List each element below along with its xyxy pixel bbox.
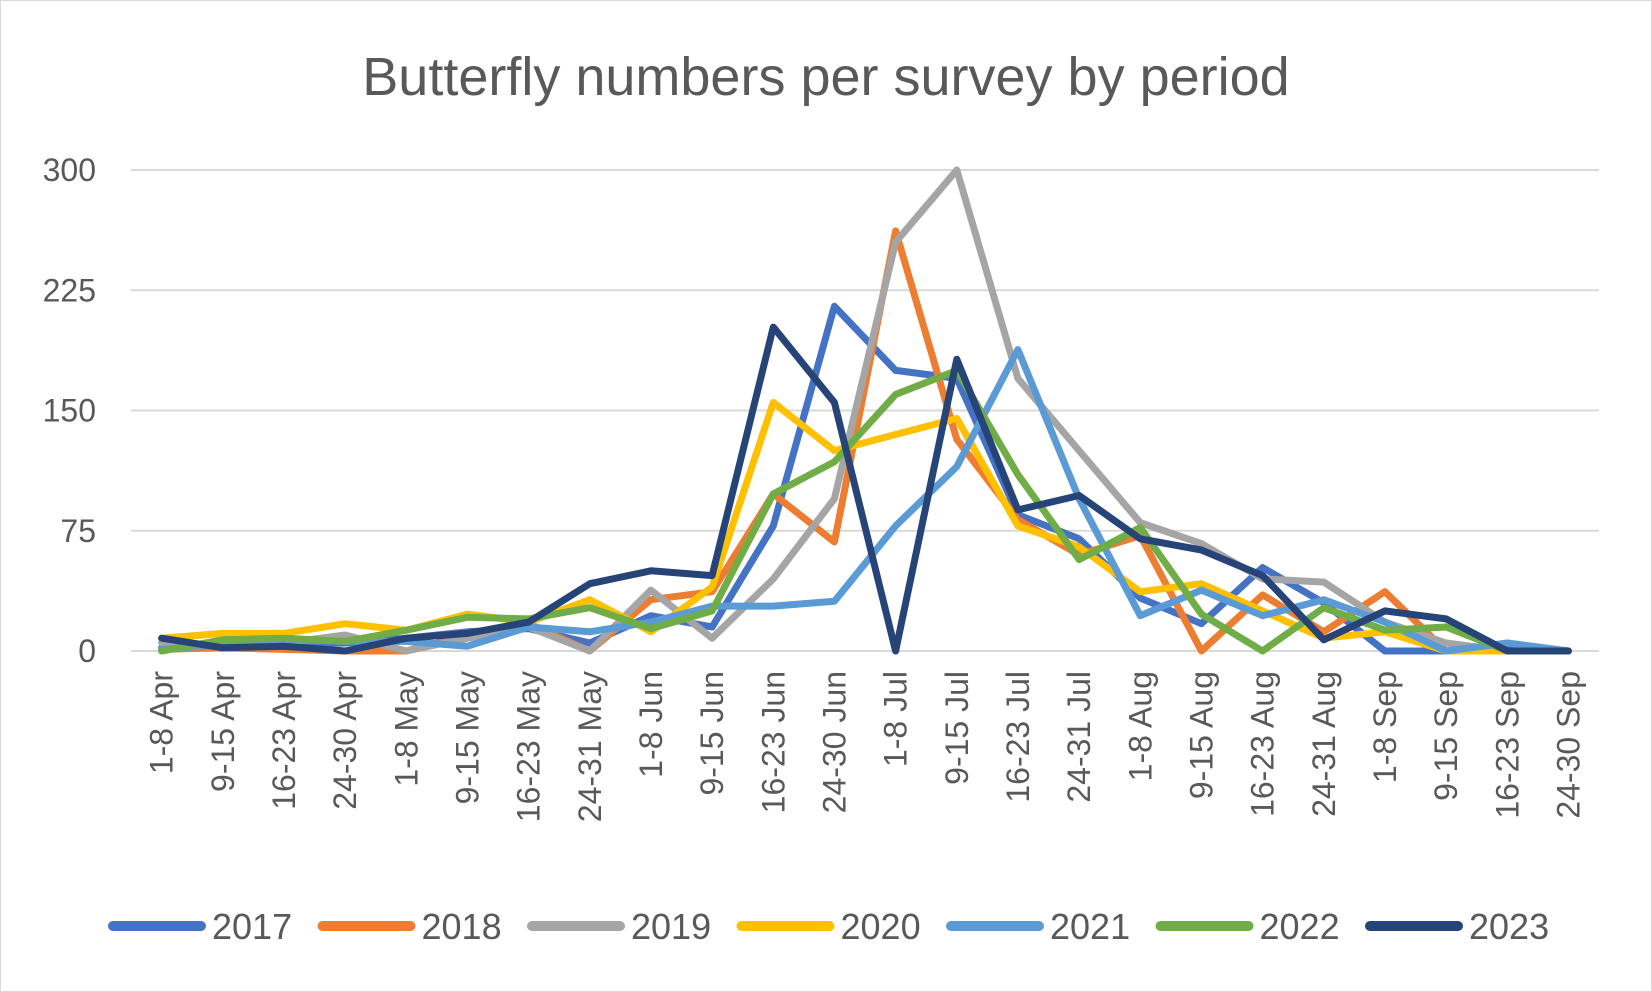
- x-axis-ticks: 1-8 Apr 9-15 Apr 16-23 Apr 24-30 Apr 1-8 May…: [144, 671, 1587, 823]
- x-tick-label: 24-31 May: [572, 671, 608, 822]
- legend-label-2017: 2017: [212, 906, 292, 947]
- x-tick-label: 16-23 Jun: [755, 671, 791, 813]
- x-tick-label: 9-15 Apr: [205, 671, 241, 792]
- x-tick-label: 16-23 Aug: [1245, 671, 1281, 817]
- x-tick-label: 16-23 Sep: [1489, 671, 1525, 819]
- x-tick-label: 24-31 Aug: [1306, 671, 1342, 817]
- series-lines: [158, 166, 1572, 655]
- y-tick-label: 300: [43, 152, 96, 188]
- x-tick-label: 9-15 Jul: [939, 671, 975, 785]
- x-tick-label: 9-15 May: [449, 671, 485, 804]
- y-axis-ticks: 0 75 150 225 300: [43, 152, 96, 669]
- legend-label-2019: 2019: [631, 906, 711, 947]
- y-tick-label: 225: [43, 272, 96, 308]
- gridlines: [131, 169, 1599, 652]
- chart-title: Butterfly numbers per survey by period: [362, 47, 1289, 107]
- x-tick-label: 24-30 Jun: [816, 671, 852, 813]
- y-tick-label: 75: [60, 513, 96, 549]
- x-tick-label: 16-23 May: [511, 671, 547, 822]
- x-tick-label: 1-8 Sep: [1367, 671, 1403, 783]
- series-line-2023: [158, 323, 1572, 655]
- x-tick-label: 1-8 Jul: [878, 671, 914, 767]
- y-tick-label: 0: [78, 633, 96, 669]
- x-tick-label: 1-8 May: [388, 671, 424, 787]
- legend: 2017 2018 2019 2020 2021 2022 2023: [108, 906, 1549, 947]
- x-tick-label: 1-8 Apr: [144, 671, 180, 775]
- x-tick-label: 16-23 Jul: [1000, 671, 1036, 803]
- x-tick-label: 24-31 Jul: [1061, 671, 1097, 803]
- legend-label-2020: 2020: [841, 906, 921, 947]
- x-tick-label: 24-30 Apr: [327, 671, 363, 810]
- x-tick-label: 9-15 Aug: [1183, 671, 1219, 799]
- series-line-2022: [158, 366, 1572, 655]
- series-line-2019: [158, 166, 1572, 655]
- x-tick-label: 1-8 Jun: [633, 671, 669, 778]
- legend-label-2018: 2018: [422, 906, 502, 947]
- x-tick-label: 9-15 Sep: [1428, 671, 1464, 801]
- x-tick-label: 24-30 Sep: [1550, 671, 1586, 819]
- x-tick-label: 16-23 Apr: [266, 671, 302, 810]
- y-tick-label: 150: [43, 393, 96, 429]
- x-tick-label: 9-15 Jun: [694, 671, 730, 796]
- legend-label-2022: 2022: [1260, 906, 1340, 947]
- legend-label-2023: 2023: [1469, 906, 1549, 947]
- legend-label-2021: 2021: [1050, 906, 1130, 947]
- x-tick-label: 1-8 Aug: [1122, 671, 1158, 781]
